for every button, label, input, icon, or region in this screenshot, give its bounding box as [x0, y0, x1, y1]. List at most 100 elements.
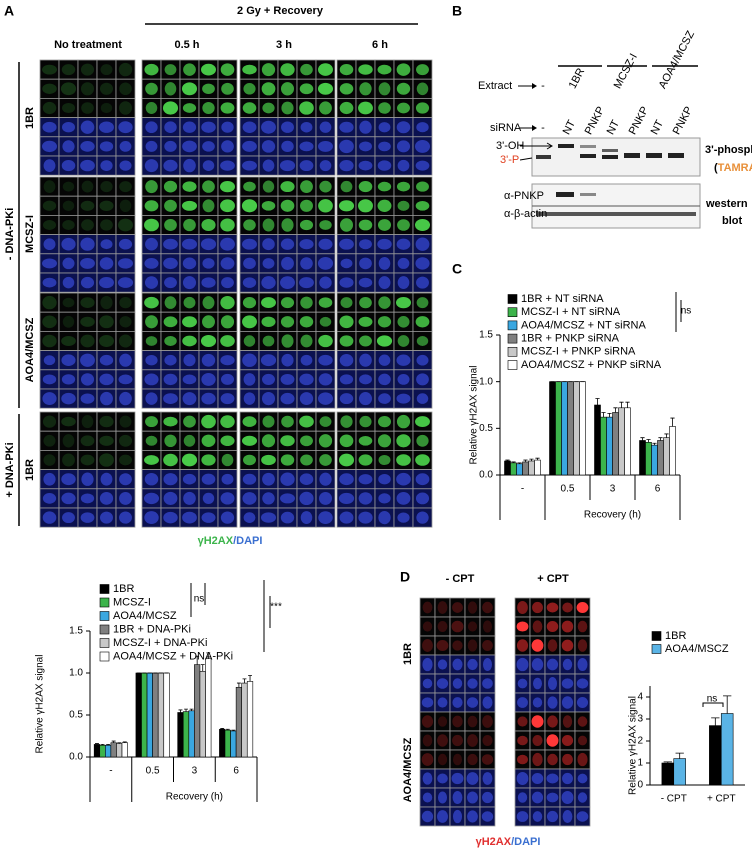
nucleus [99, 257, 114, 270]
nucleus [119, 82, 132, 96]
nucleus [100, 511, 113, 524]
nucleus [422, 792, 433, 803]
error-bar [652, 442, 657, 446]
column-header: No treatment [54, 39, 122, 51]
nucleus [452, 678, 463, 689]
nucleus [81, 180, 94, 193]
nucleus [118, 121, 133, 134]
nucleus [299, 160, 314, 172]
stain-separator: / [233, 535, 236, 547]
nucleus [517, 678, 528, 689]
nucleus [81, 102, 94, 114]
nucleus [99, 141, 114, 152]
error-bar [236, 682, 241, 688]
nucleus [482, 620, 493, 633]
error-bar [178, 709, 183, 713]
nucleus [299, 473, 314, 486]
y-axis-label: Relative γH2AX signal [628, 696, 639, 795]
nucleus [416, 297, 429, 309]
nucleus [377, 160, 392, 171]
nucleus [280, 199, 295, 212]
nucleus [377, 238, 392, 250]
nucleus [339, 374, 354, 385]
nucleus [100, 160, 113, 171]
nucleus [359, 335, 372, 347]
nucleus [299, 277, 314, 289]
nucleus [358, 474, 373, 485]
dye-paren: ( [714, 162, 718, 174]
nucleus [262, 258, 275, 269]
nucleus [416, 434, 429, 447]
stain-label: γH2AX/DAPI [476, 836, 541, 848]
nucleus [422, 639, 433, 652]
nucleus [80, 141, 95, 152]
nucleus [547, 715, 558, 728]
nucleus [577, 735, 588, 746]
nucleus [339, 101, 354, 115]
nucleus [183, 296, 196, 309]
nucleus [467, 658, 478, 671]
nucleus [318, 238, 333, 250]
nucleus [452, 753, 463, 766]
nucleus [532, 697, 543, 708]
nucleus [280, 435, 295, 447]
nucleus [281, 140, 294, 153]
blot-label: blot [722, 215, 742, 227]
nucleus [340, 180, 353, 193]
legend-label: MCSZ-I [113, 596, 151, 608]
bar [516, 463, 523, 476]
legend-swatch [651, 631, 662, 641]
nucleus [396, 492, 411, 505]
nucleus [80, 276, 95, 289]
nucleus [576, 602, 589, 613]
nucleus [318, 392, 333, 405]
nucleus [243, 373, 256, 386]
nucleus [319, 472, 332, 486]
nucleus [416, 276, 429, 289]
nucleus [397, 102, 410, 114]
nucleus [576, 697, 589, 708]
nucleus [61, 160, 76, 172]
bar [555, 381, 562, 476]
nucleus [62, 315, 75, 328]
x-tick-label: 3 [610, 484, 616, 495]
nucleus [261, 276, 276, 290]
bar [645, 442, 652, 476]
nucleus [482, 640, 493, 651]
nucleus [414, 219, 431, 231]
nucleus [546, 734, 559, 747]
nucleus [377, 415, 392, 428]
row-label: 1BR [24, 107, 36, 129]
nucleus [339, 277, 354, 288]
nucleus [359, 141, 372, 152]
nucleus [163, 257, 178, 270]
band [602, 155, 618, 159]
nucleus [220, 257, 235, 270]
nucleus [339, 238, 354, 250]
nucleus [339, 354, 354, 367]
bar [720, 713, 734, 786]
nucleus [61, 392, 76, 405]
nucleus [202, 296, 215, 310]
nucleus [119, 391, 132, 406]
nucleus [118, 374, 133, 385]
nucleus [339, 315, 354, 329]
nucleus [242, 353, 257, 367]
nucleus [144, 455, 159, 465]
nucleus [243, 181, 256, 192]
x-tick-label: 3 [192, 766, 198, 777]
extract-lane: AOA4/MCSZ [657, 29, 698, 91]
bar [219, 728, 226, 758]
row-label: 1BR [402, 643, 414, 665]
nucleus [262, 415, 275, 428]
nucleus [415, 200, 430, 211]
x-axis-label: Recovery (h) [166, 792, 223, 803]
extract-label: Extract [478, 80, 512, 92]
error-bar [106, 744, 111, 746]
nucleus [397, 335, 410, 347]
nucleus [42, 315, 57, 329]
nucleus [99, 315, 114, 329]
nucleus [414, 139, 431, 153]
nucleus [80, 159, 95, 172]
nucleus [242, 140, 257, 152]
